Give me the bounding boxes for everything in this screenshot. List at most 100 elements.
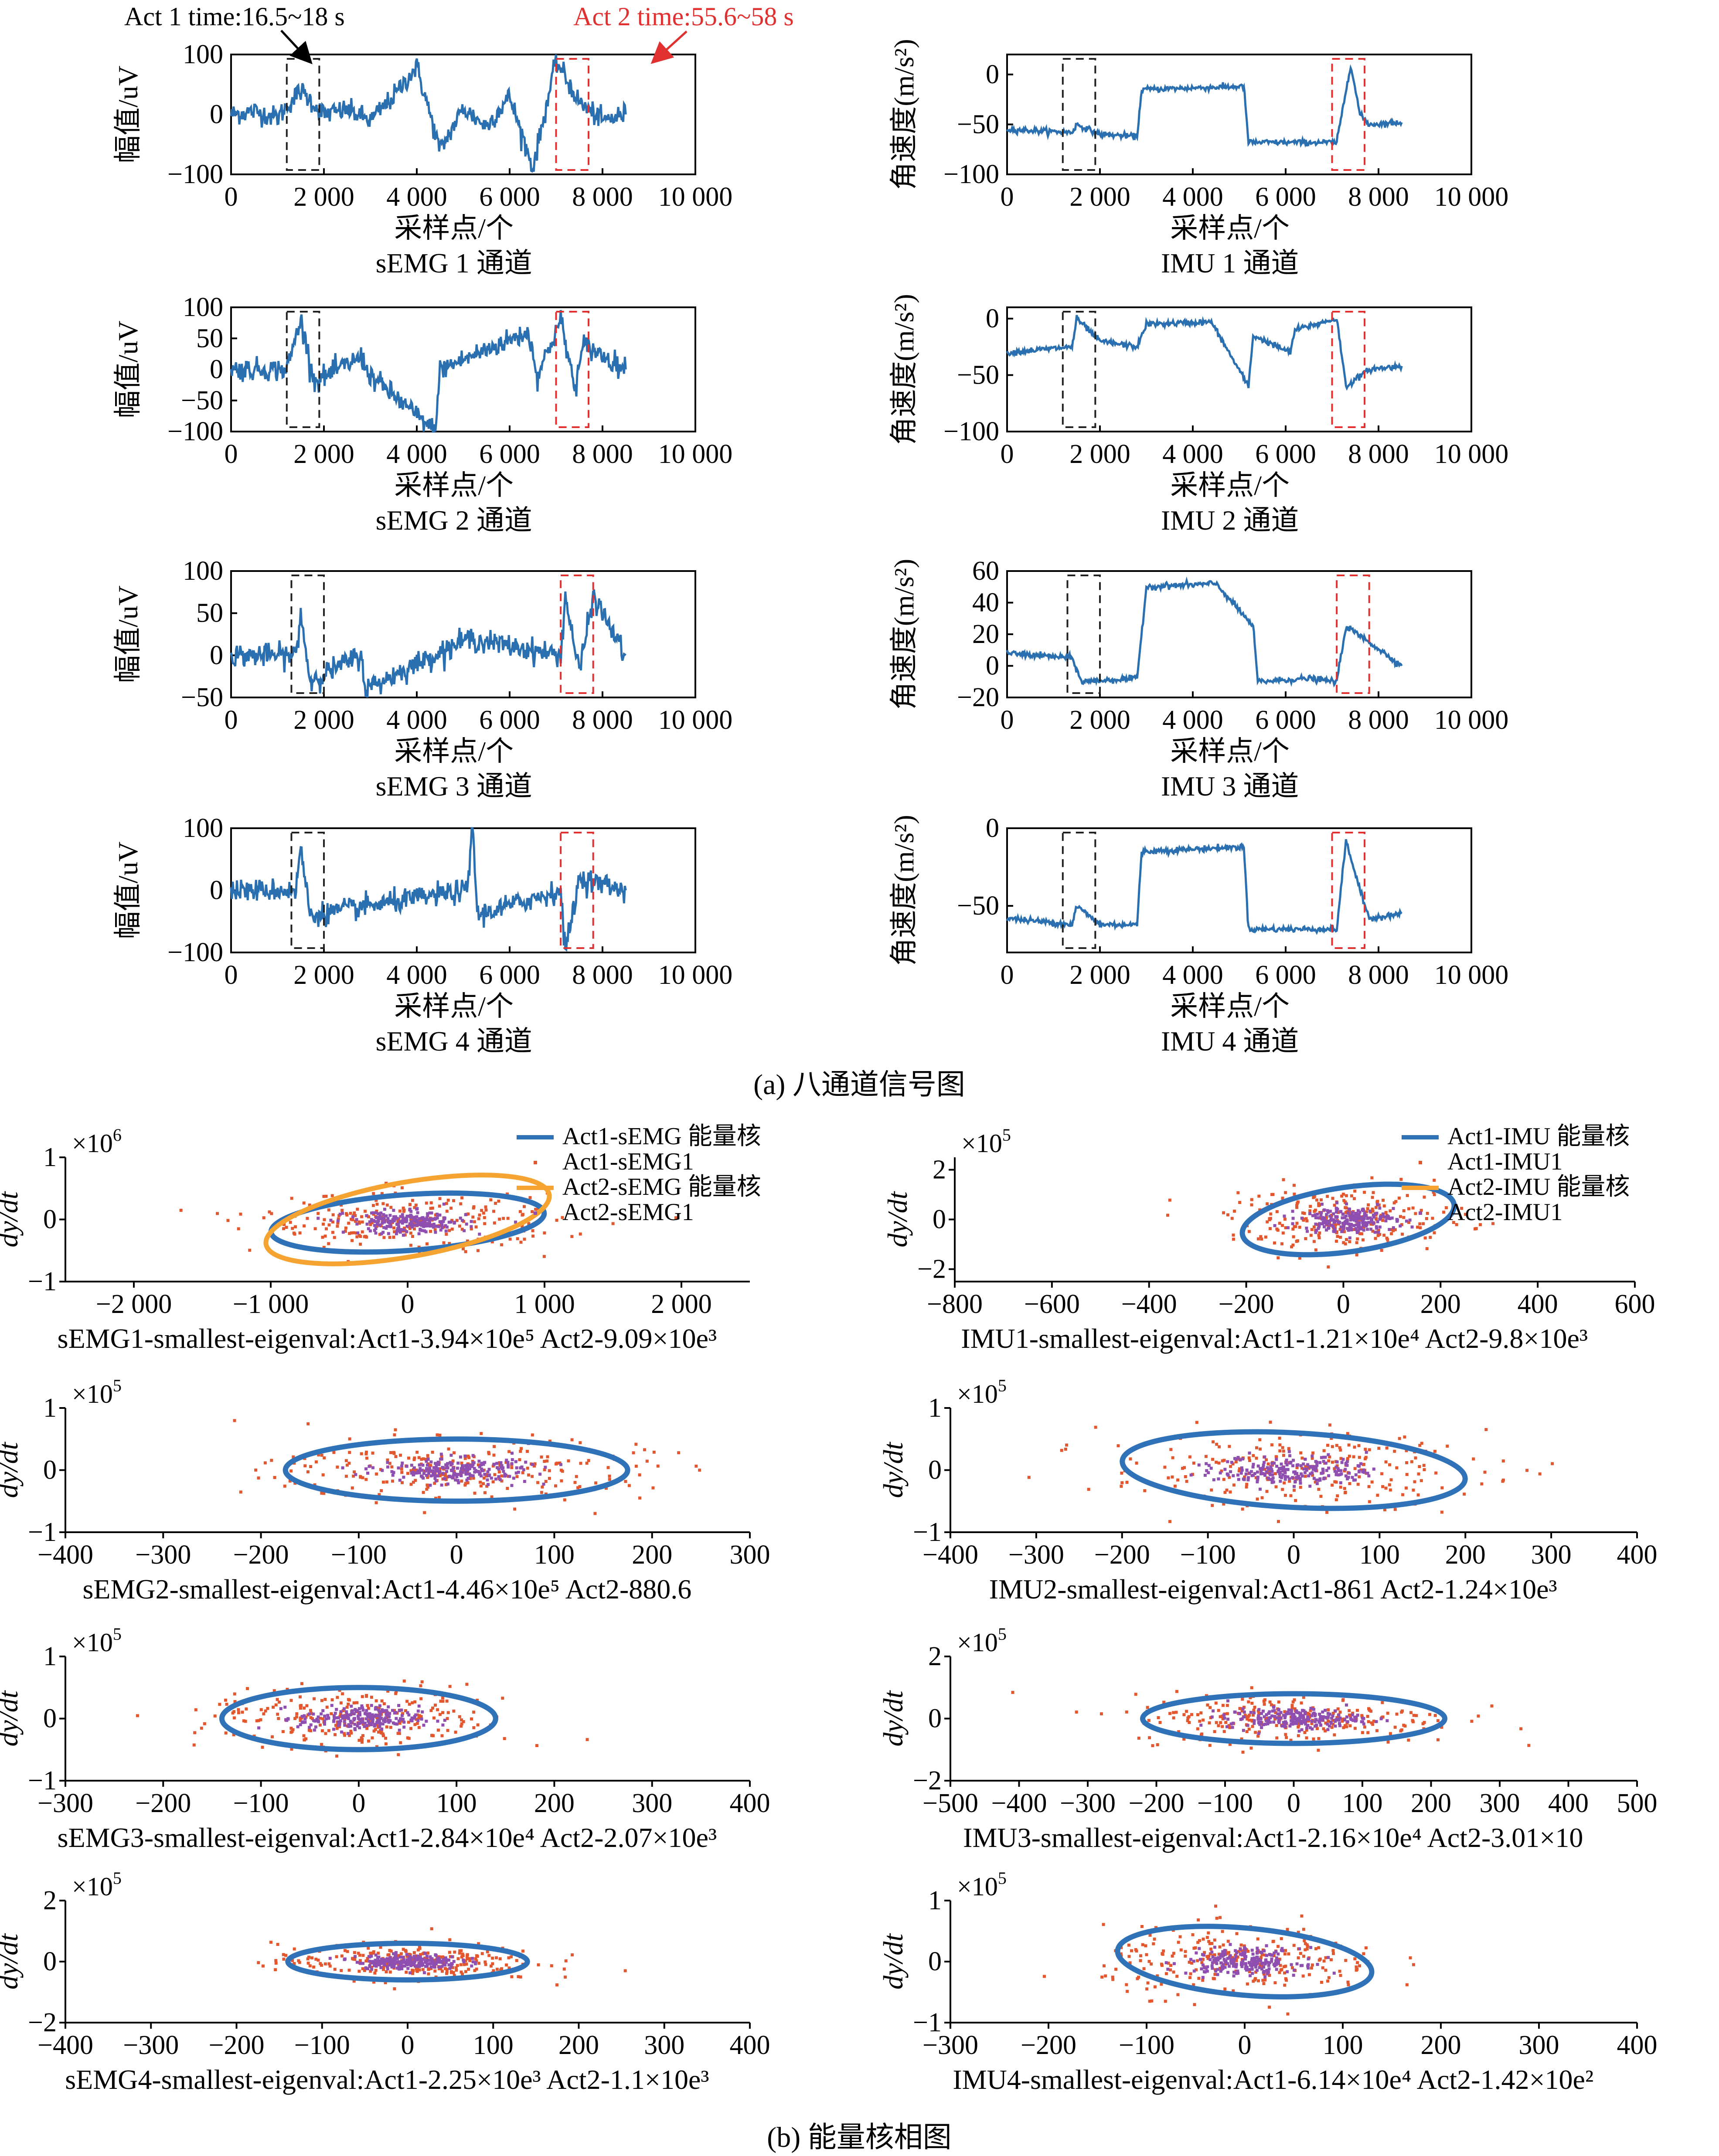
act1-point (1178, 1935, 1182, 1938)
act1-point (364, 1452, 368, 1455)
act2-point (1338, 1724, 1342, 1728)
act2-point (415, 1471, 419, 1475)
act1-point (461, 1952, 464, 1956)
x-tick-label: 8 000 (572, 439, 633, 469)
act1-point (1224, 1962, 1227, 1966)
act1-point (1367, 1707, 1371, 1711)
act2-point (1276, 1470, 1280, 1473)
act1-point (1140, 1925, 1144, 1928)
act1-point (334, 1733, 337, 1736)
act1-point (515, 1475, 519, 1478)
act1-point (213, 1714, 217, 1718)
act1-point (291, 1959, 294, 1962)
y-tick-label: −50 (181, 683, 223, 712)
act2-point (356, 1709, 359, 1712)
act1-point (1168, 1198, 1171, 1202)
act1-point (1182, 1713, 1186, 1717)
act2-point (345, 1710, 348, 1714)
act1-point (406, 1736, 409, 1740)
act1-point (1413, 1480, 1416, 1483)
act1-point (331, 1220, 334, 1224)
act1-point (1225, 1704, 1229, 1707)
act2-point (494, 1477, 497, 1481)
act1-point (341, 1692, 344, 1696)
act2-point (434, 1462, 437, 1465)
act1-point (273, 1476, 276, 1479)
act1-point (527, 1222, 531, 1225)
act2-point (1349, 1218, 1352, 1222)
act1-point (317, 1453, 320, 1457)
act1-point (1141, 1943, 1144, 1946)
x-tick-label: −600 (1024, 1289, 1080, 1319)
act2-point (1377, 1231, 1380, 1234)
act2-point (425, 1467, 429, 1470)
act2-point (1302, 1714, 1305, 1717)
act2-point (394, 1215, 397, 1218)
act2-point (1203, 1970, 1207, 1974)
act1-point (1331, 1949, 1335, 1952)
act1-point (1221, 1717, 1225, 1721)
act1-point (344, 1459, 348, 1462)
act2-point (1366, 1472, 1369, 1475)
act1-point (1317, 1959, 1321, 1962)
act1-point (460, 1228, 464, 1231)
act1-point (303, 1464, 307, 1468)
act1-point (1192, 1461, 1195, 1465)
plot-frame (1006, 827, 1472, 953)
act1-point (407, 1225, 411, 1228)
act2-point (406, 1967, 410, 1970)
act1-point (1305, 1219, 1309, 1223)
act1-point (1196, 1713, 1200, 1717)
act1-point (386, 1690, 390, 1693)
act1-point (559, 1469, 563, 1472)
act1-point (1380, 1472, 1384, 1476)
x-tick-label: 10 000 (658, 960, 733, 990)
act1-point (1268, 1700, 1272, 1704)
act2-point (1243, 1957, 1247, 1961)
act2-point (1320, 1217, 1324, 1221)
act2-point (1268, 1953, 1271, 1956)
act1-point (1311, 1451, 1315, 1455)
act2-point (1374, 1212, 1377, 1215)
act1-point (1172, 1970, 1175, 1974)
act1-point (1224, 1721, 1228, 1724)
act1-point (446, 1717, 449, 1720)
act2-point (1336, 1467, 1340, 1470)
act1-point (411, 1958, 415, 1961)
x-tick-label: −400 (37, 2030, 93, 2060)
act1-point (1208, 1952, 1212, 1955)
phase-panel-1: −2 000 −1 000 0 1 000 2 000−101 ×106dy/dtsEMG… (0, 1123, 761, 1354)
act1-point (519, 1241, 523, 1244)
act1-point (282, 1953, 285, 1956)
act2-point (469, 1464, 472, 1467)
act2-point (376, 1962, 379, 1966)
act1-point (423, 1511, 426, 1514)
act2-point (1297, 1475, 1300, 1478)
x-axis-label: 采样点/个 (394, 991, 514, 1022)
act1-point (454, 1966, 458, 1969)
plot-frame (230, 570, 696, 698)
act2-point (432, 1471, 436, 1475)
act2-point (1283, 1716, 1287, 1720)
act1-point (381, 1734, 385, 1738)
act1-point (1263, 1978, 1267, 1982)
act2-point (393, 1962, 397, 1965)
act2-point (1366, 1217, 1369, 1220)
act1-point (1297, 1725, 1300, 1729)
act1-point (1263, 1953, 1266, 1957)
act1-point (1148, 2000, 1151, 2003)
act1-point (385, 1970, 388, 1974)
act1-point (429, 1709, 433, 1712)
act1-point (444, 1474, 447, 1477)
act1-point (330, 1194, 334, 1197)
act2-point (376, 1222, 379, 1225)
x-axis-label: 采样点/个 (1170, 991, 1290, 1022)
phase-panel-8: −300 −200 −100 0 100 200 300 400−101 ×105dy/dtIM… (878, 1868, 1658, 2095)
act1-point (1339, 1457, 1343, 1460)
act1-point (1185, 1710, 1188, 1713)
act2-point (1347, 1207, 1351, 1211)
act1-point (389, 1726, 392, 1729)
act2-point (1245, 1966, 1248, 1970)
act1-point (1336, 1707, 1340, 1711)
act1-point (441, 1711, 445, 1714)
